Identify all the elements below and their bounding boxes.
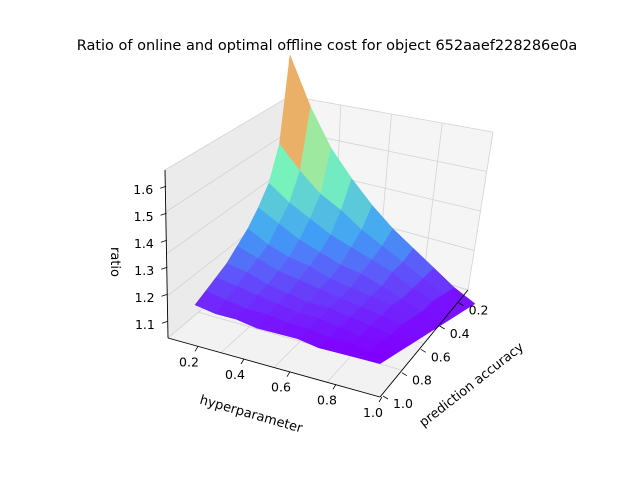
- left-pane: [165, 96, 290, 338]
- x-tick-mark: [332, 384, 337, 390]
- x-tick-label: 0.4: [225, 367, 245, 382]
- y-tick-mark: [420, 348, 426, 353]
- chart-title: Ratio of online and optimal offline cost…: [77, 38, 578, 54]
- surface-mesh: [194, 54, 476, 364]
- x-tick-mark: [240, 358, 245, 365]
- z-tick-mark: [160, 185, 167, 189]
- z-axis-line: [164, 169, 169, 339]
- surface-patch: [358, 351, 392, 364]
- x-tick-mark: [194, 346, 199, 352]
- x-tick-label: 1.0: [363, 405, 383, 420]
- x-tick-label: 0.6: [271, 380, 291, 395]
- y-tick-label: 0.4: [450, 326, 470, 341]
- grid-line: [164, 95, 291, 171]
- x-tick-mark: [378, 396, 383, 403]
- z-tick-label: 1.4: [134, 236, 154, 251]
- y-tick-mark: [382, 395, 389, 400]
- z-tick-mark: [160, 239, 167, 243]
- x-tick-label: 0.2: [179, 354, 199, 369]
- z-tick-label: 1.6: [133, 182, 153, 197]
- axes: 0.2 0.4 0.6 0.8 1.0 0.2 0.4 0.6 0.8 1.0 1.1 1.2 1.3 1…: [133, 169, 489, 420]
- z-axis-label: ratio: [107, 247, 122, 277]
- z-tick-mark: [161, 293, 168, 297]
- y-tick-label: 0.2: [469, 303, 489, 318]
- z-tick-label: 1.5: [134, 209, 154, 224]
- z-tick-mark: [160, 212, 167, 216]
- x-tick-label: 0.8: [317, 392, 337, 407]
- z-tick-label: 1.3: [134, 263, 154, 278]
- grid-line: [467, 131, 494, 291]
- grid-line: [165, 130, 291, 213]
- grid-line: [289, 95, 494, 133]
- y-tick-label: 1.0: [393, 396, 413, 411]
- y-axis-line: [379, 289, 469, 398]
- z-tick-mark: [161, 266, 168, 270]
- y-tick-label: 0.6: [431, 349, 451, 364]
- y-tick-mark: [439, 325, 445, 330]
- y-tick-label: 0.8: [412, 373, 432, 388]
- x-axis-line: [167, 337, 381, 398]
- z-tick-label: 1.2: [135, 290, 155, 305]
- x-axis-label: hyperparameter: [198, 393, 305, 437]
- y-tick-mark: [401, 372, 408, 377]
- grid-line: [423, 122, 443, 277]
- x-tick-mark: [286, 371, 291, 377]
- z-tick-label: 1.1: [135, 317, 155, 332]
- y-tick-mark: [458, 302, 464, 307]
- z-tick-mark: [161, 320, 168, 324]
